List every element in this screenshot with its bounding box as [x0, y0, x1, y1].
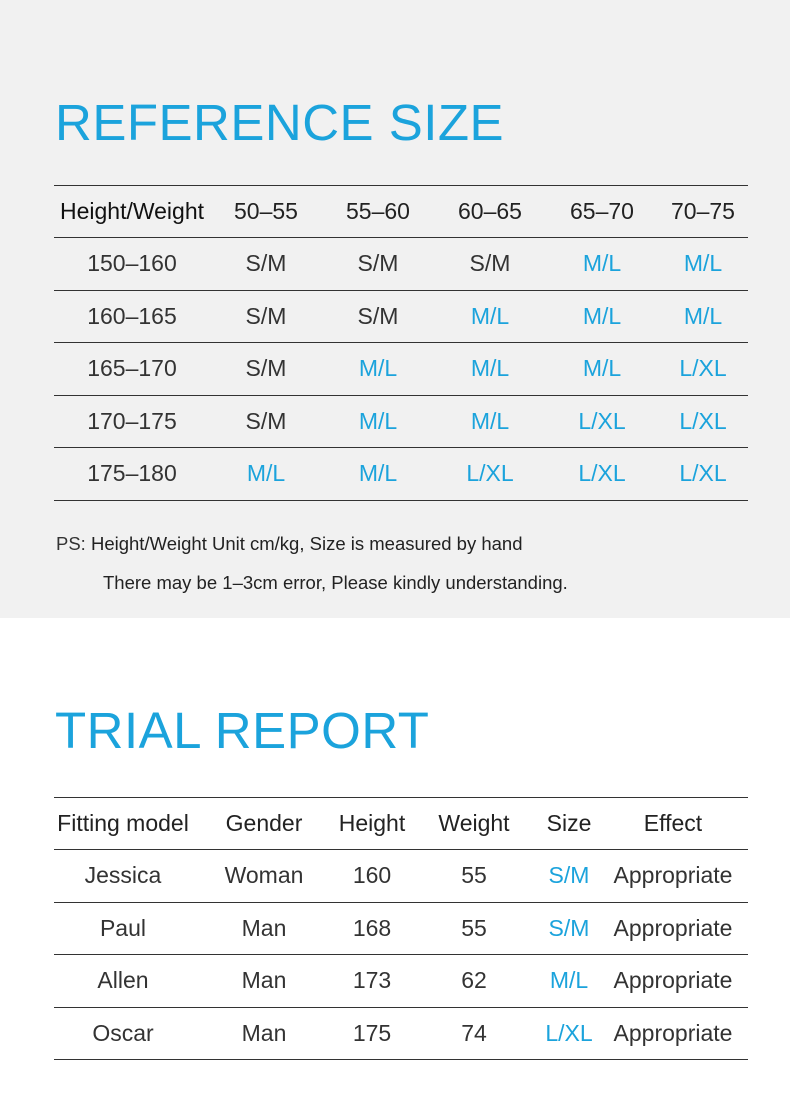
note-text-1: Height/Weight Unit cm/kg, Size is measur…: [90, 533, 523, 554]
size-cell: L/XL: [546, 394, 658, 448]
weight-range-header: 50–55: [210, 185, 322, 238]
note-line-2: There may be 1–3cm error, Please kindly …: [103, 572, 568, 593]
size-cell: S/M: [210, 394, 322, 448]
size-cell: M/L: [210, 447, 322, 501]
size-cell: S/M: [322, 289, 434, 343]
size-cell: M/L: [322, 447, 434, 501]
height-weight-header: Height/Weight: [54, 185, 210, 238]
size-cell: S/M: [434, 237, 546, 291]
effect-cell: Appropriate: [598, 849, 748, 903]
size-cell: M/L: [546, 342, 658, 396]
size-cell: S/M: [540, 849, 598, 903]
size-cell: M/L: [322, 394, 434, 448]
size-cell: L/XL: [434, 447, 546, 501]
size-cell: M/L: [434, 342, 546, 396]
model-name-cell: Oscar: [54, 1006, 192, 1060]
size-cell: M/L: [434, 394, 546, 448]
weight-range-header: 55–60: [322, 185, 434, 238]
column-header: Fitting model: [54, 797, 192, 850]
column-header: Height: [336, 797, 408, 850]
size-cell: M/L: [322, 342, 434, 396]
effect-cell: Appropriate: [598, 1006, 748, 1060]
column-header: Size: [540, 797, 598, 850]
size-cell: S/M: [210, 289, 322, 343]
column-header: Effect: [598, 797, 748, 850]
size-cell: M/L: [658, 289, 748, 343]
table-row: 175–180 M/L M/L L/XL L/XL L/XL: [54, 447, 748, 501]
table-row: Jessica Woman 160 55 S/M Appropriate: [54, 849, 748, 903]
size-cell: M/L: [434, 289, 546, 343]
height-cell: 175: [336, 1006, 408, 1060]
size-cell: S/M: [210, 342, 322, 396]
table-row: Allen Man 173 62 M/L Appropriate: [54, 954, 748, 1008]
model-name-cell: Allen: [54, 954, 192, 1008]
size-cell: S/M: [322, 237, 434, 291]
height-range-cell: 175–180: [54, 447, 210, 501]
size-cell: M/L: [546, 237, 658, 291]
height-range-cell: 150–160: [54, 237, 210, 291]
weight-cell: 62: [408, 954, 540, 1008]
weight-range-header: 60–65: [434, 185, 546, 238]
trial-report-table: Fitting model Gender Height Weight Size Effec…: [54, 797, 748, 1060]
gender-cell: Man: [192, 954, 336, 1008]
weight-cell: 74: [408, 1006, 540, 1060]
size-cell: L/XL: [540, 1006, 598, 1060]
note-label: PS:: [56, 533, 86, 554]
table-row: 170–175 S/M M/L M/L L/XL L/XL: [54, 394, 748, 448]
height-cell: 160: [336, 849, 408, 903]
size-cell: L/XL: [658, 394, 748, 448]
size-cell: S/M: [540, 901, 598, 955]
column-header: Gender: [192, 797, 336, 850]
table-header-row: Fitting model Gender Height Weight Size Effec…: [54, 797, 748, 850]
trial-report-title: TRIAL REPORT: [55, 702, 430, 759]
size-cell: L/XL: [658, 342, 748, 396]
table-row: Paul Man 168 55 S/M Appropriate: [54, 901, 748, 955]
table-row: 160–165 S/M S/M M/L M/L M/L: [54, 289, 748, 343]
note-line-1: PS: Height/Weight Unit cm/kg, Size is me…: [56, 533, 523, 555]
model-name-cell: Jessica: [54, 849, 192, 903]
effect-cell: Appropriate: [598, 954, 748, 1008]
size-cell: S/M: [210, 237, 322, 291]
height-cell: 168: [336, 901, 408, 955]
gender-cell: Man: [192, 1006, 336, 1060]
size-cell: L/XL: [546, 447, 658, 501]
reference-size-title: REFERENCE SIZE: [55, 94, 505, 151]
size-cell: M/L: [540, 954, 598, 1008]
height-cell: 173: [336, 954, 408, 1008]
effect-cell: Appropriate: [598, 901, 748, 955]
height-range-cell: 170–175: [54, 394, 210, 448]
size-cell: M/L: [658, 237, 748, 291]
table-row: 165–170 S/M M/L M/L M/L L/XL: [54, 342, 748, 396]
height-range-cell: 165–170: [54, 342, 210, 396]
gender-cell: Man: [192, 901, 336, 955]
weight-range-header: 65–70: [546, 185, 658, 238]
weight-range-header: 70–75: [658, 185, 748, 238]
table-header-row: Height/Weight 50–55 55–60 60–65 65–70 70–75: [54, 185, 748, 238]
column-header: Weight: [408, 797, 540, 850]
weight-cell: 55: [408, 901, 540, 955]
weight-cell: 55: [408, 849, 540, 903]
reference-size-table: Height/Weight 50–55 55–60 60–65 65–70 70–75 1…: [54, 185, 748, 501]
model-name-cell: Paul: [54, 901, 192, 955]
table-row: Oscar Man 175 74 L/XL Appropriate: [54, 1006, 748, 1060]
gender-cell: Woman: [192, 849, 336, 903]
size-cell: L/XL: [658, 447, 748, 501]
size-cell: M/L: [546, 289, 658, 343]
table-row: 150–160 S/M S/M S/M M/L M/L: [54, 237, 748, 291]
height-range-cell: 160–165: [54, 289, 210, 343]
